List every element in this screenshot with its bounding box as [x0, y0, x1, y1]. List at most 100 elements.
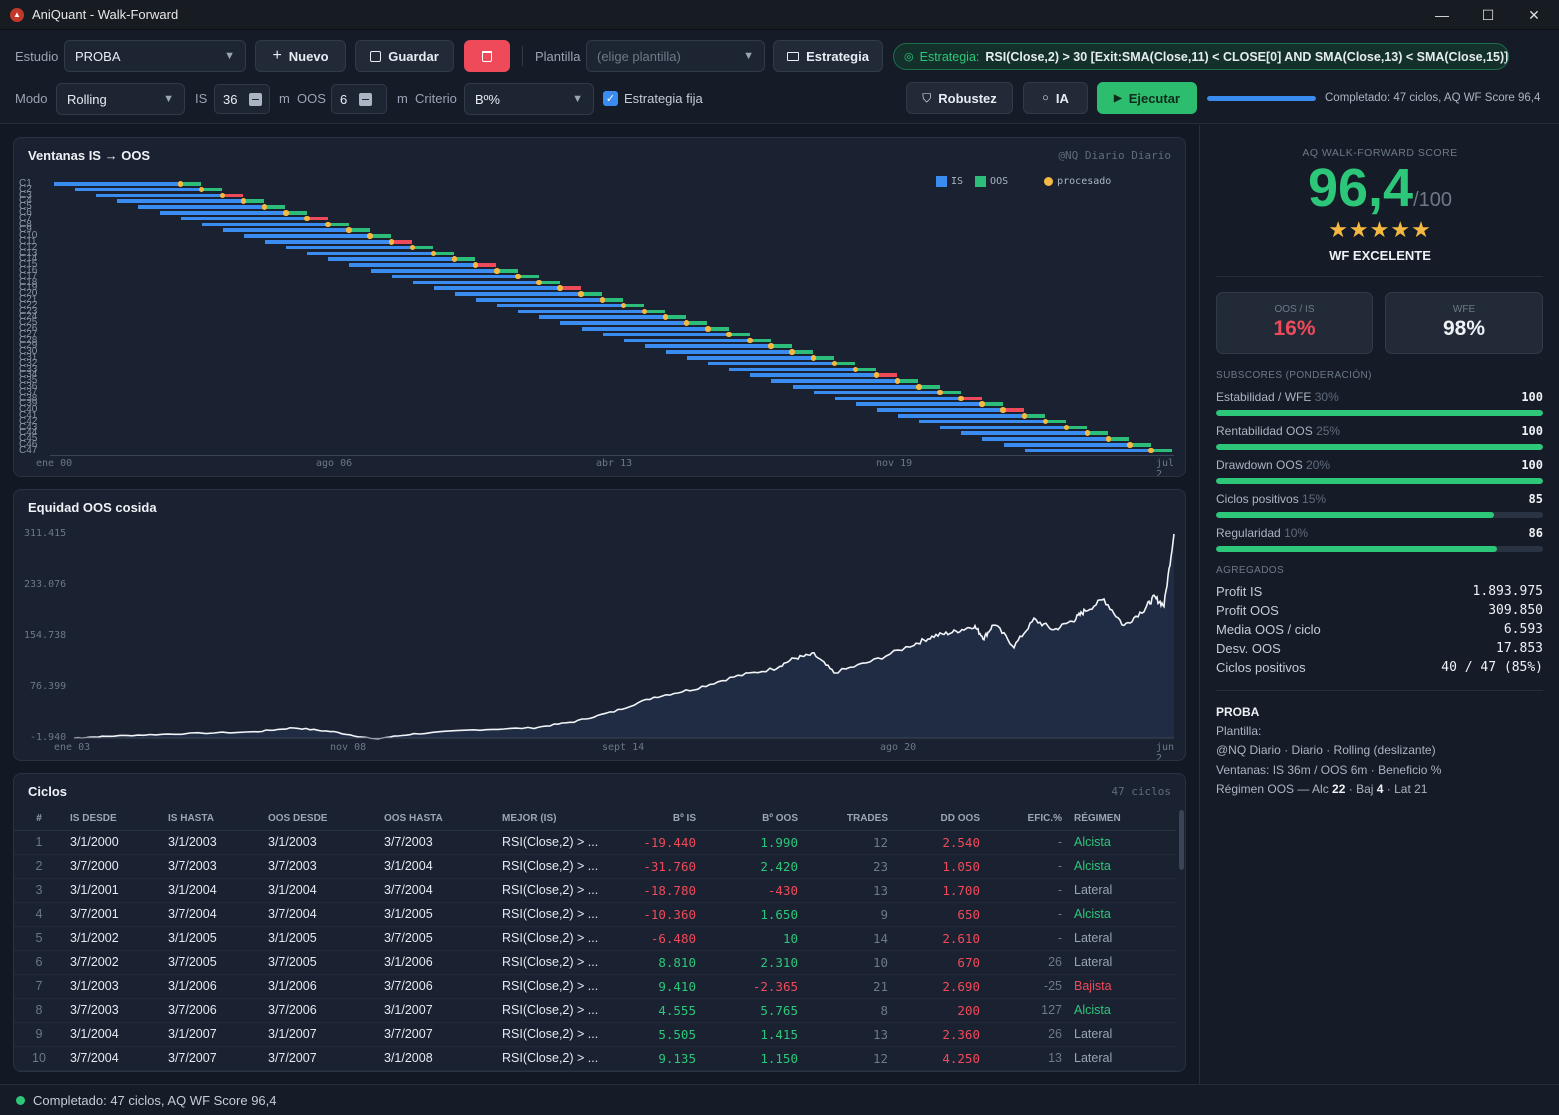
equity-xtick: ene 03	[54, 742, 91, 753]
column-header[interactable]: Bº OOS	[702, 808, 804, 831]
table-row[interactable]: 10 3/7/2004 3/7/2007 3/7/2007 3/1/2008 RSI(Cl…	[14, 1046, 1176, 1071]
oos-window-bar	[1066, 425, 1088, 430]
column-header[interactable]: IS DESDE	[64, 808, 162, 831]
column-header[interactable]: Bº IS	[606, 808, 702, 831]
table-row[interactable]: 3 3/1/2001 3/1/2004 3/1/2004 3/7/2004 RSI(Clo…	[14, 878, 1176, 903]
table-cell: RSI(Close,2) > ...	[496, 902, 606, 927]
gantt-row-label: C1	[19, 178, 32, 189]
processed-dot	[325, 221, 331, 228]
equity-ytick: -1.940	[30, 732, 67, 743]
is-window-bar	[771, 379, 898, 383]
processed-dot	[916, 384, 922, 390]
guardar-button[interactable]: Guardar	[355, 40, 454, 72]
agregado-key: Profit IS	[1216, 584, 1263, 599]
table-cell: RSI(Close,2) > ...	[496, 974, 606, 999]
table-row[interactable]: 6 3/7/2002 3/7/2005 3/7/2005 3/1/2006 RSI(Clo…	[14, 950, 1176, 975]
processed-dot	[599, 297, 605, 303]
table-cell: 4.555	[606, 998, 702, 1023]
column-header[interactable]: RÉGIMEN	[1068, 808, 1176, 831]
nuevo-button[interactable]: + Nuevo	[255, 40, 346, 72]
is-window-bar	[117, 199, 244, 203]
table-row[interactable]: 7 3/1/2003 3/1/2006 3/1/2006 3/7/2006 RSI(Clo…	[14, 974, 1176, 999]
delete-button[interactable]	[464, 40, 510, 72]
table-row[interactable]: 9 3/1/2004 3/1/2007 3/1/2007 3/7/2007 RSI(Clo…	[14, 1022, 1176, 1047]
is-window-bar	[665, 350, 792, 354]
subscore-bar-fill	[1216, 410, 1543, 416]
is-months-stepper[interactable]: 36	[214, 84, 270, 114]
is-window-bar	[497, 303, 624, 308]
close-window-button[interactable]: ✕	[1528, 6, 1540, 23]
column-header[interactable]: MEJOR (IS)	[496, 808, 606, 831]
subscore-name: Regularidad	[1216, 526, 1281, 540]
table-cell: 1.415	[702, 1022, 804, 1047]
nuevo-label: Nuevo	[288, 48, 329, 64]
subscore-value: 100	[1521, 424, 1543, 438]
column-header[interactable]: IS HASTA	[162, 808, 262, 831]
table-cell: 14	[804, 926, 894, 951]
table-row[interactable]: 5 3/1/2002 3/1/2005 3/1/2005 3/7/2005 RSI(Clo…	[14, 926, 1176, 951]
processed-dot	[1084, 430, 1091, 436]
table-scrollbar[interactable]	[1179, 810, 1184, 870]
table-body: 1 3/1/2000 3/1/2003 3/1/2003 3/7/2003 RSI(Clo…	[14, 830, 1176, 1071]
table-row[interactable]: 8 3/7/2003 3/7/2006 3/7/2006 3/1/2007 RSI(Clo…	[14, 998, 1176, 1023]
robustez-button[interactable]: ⛉ Robustez	[906, 82, 1013, 114]
column-header[interactable]: #	[14, 808, 64, 831]
table-cell: 3/7/2004	[262, 902, 378, 927]
progress-fill	[1207, 96, 1316, 101]
spinner-icon[interactable]	[359, 92, 373, 106]
estudio-select[interactable]: PROBA ▼	[64, 40, 246, 72]
table-cell: 1	[14, 830, 64, 855]
gantt-row-label: C2	[19, 183, 32, 195]
score-value: 96,4	[1307, 158, 1414, 218]
plantilla-select[interactable]: (elige plantilla) ▼	[586, 40, 765, 72]
processed-dot	[852, 366, 859, 373]
estrategia-button[interactable]: Estrategia	[773, 40, 883, 72]
minimize-button[interactable]: —	[1435, 7, 1449, 23]
ejecutar-button[interactable]: ▶ Ejecutar	[1097, 82, 1197, 114]
oos-window-bar	[285, 211, 307, 215]
column-header[interactable]: OOS HASTA	[378, 808, 496, 831]
is-window-bar	[75, 187, 202, 192]
is-window-bar	[349, 263, 476, 267]
gantt-row-label: C3	[19, 189, 32, 201]
toolbar: Estudio PROBA ▼ + Nuevo Guardar Plantilla …	[0, 30, 1559, 124]
spinner-icon[interactable]	[249, 92, 263, 106]
column-header[interactable]: DD OOS	[894, 808, 986, 831]
gantt-row-label: C19	[19, 282, 38, 294]
score-block: 96,4/100	[1200, 157, 1559, 219]
maximize-button[interactable]: ☐	[1481, 6, 1495, 23]
oos-months-stepper[interactable]: 6	[331, 84, 387, 114]
table-cell: 3/7/2007	[378, 1022, 496, 1047]
gantt-row-label: C10	[19, 230, 38, 242]
table-cell: -6.480	[606, 926, 702, 951]
table-row[interactable]: 4 3/7/2001 3/7/2004 3/7/2004 3/1/2005 RSI(Clo…	[14, 902, 1176, 927]
modo-select[interactable]: Rolling ▼	[56, 83, 185, 115]
equity-ytick: 233.076	[24, 579, 67, 590]
gantt-row-label: C12	[19, 241, 38, 253]
oos-window-bar	[855, 367, 877, 372]
equity-ytick: 154.738	[24, 630, 67, 641]
ia-button[interactable]: ○ IA	[1023, 82, 1088, 114]
column-header[interactable]: OOS DESDE	[262, 808, 378, 831]
table-cell: 9.135	[606, 1046, 702, 1071]
gantt-row-label: C46	[19, 439, 38, 450]
criterio-select[interactable]: Bº% ▼	[464, 83, 594, 115]
table-row[interactable]: 1 3/1/2000 3/1/2003 3/1/2003 3/7/2003 RSI(Clo…	[14, 830, 1176, 855]
estrategia-fija-checkbox[interactable]: ✓	[603, 91, 618, 106]
table-cell: 5.505	[606, 1022, 702, 1047]
table-cell: 5	[14, 926, 64, 951]
legend-oos: OOS	[990, 176, 1009, 187]
table-cell: 21	[804, 974, 894, 999]
gantt-row-label: C33	[19, 363, 38, 375]
subscore-item: Rentabilidad OOS 25% 100	[1216, 424, 1543, 450]
table-row[interactable]: 2 3/7/2000 3/7/2003 3/7/2003 3/1/2004 RSI(Clo…	[14, 854, 1176, 879]
processed-dot	[662, 314, 669, 320]
agregado-row: Profit IS 1.893.975	[1216, 584, 1543, 599]
processed-dot	[747, 337, 753, 344]
column-header[interactable]: TRADES	[804, 808, 894, 831]
modo-value: Rolling	[67, 91, 107, 107]
oos-window-bar	[264, 205, 286, 209]
subscore-bar-fill	[1216, 444, 1543, 450]
subscore-bar	[1216, 546, 1543, 552]
column-header[interactable]: EFIC.%	[986, 808, 1068, 831]
